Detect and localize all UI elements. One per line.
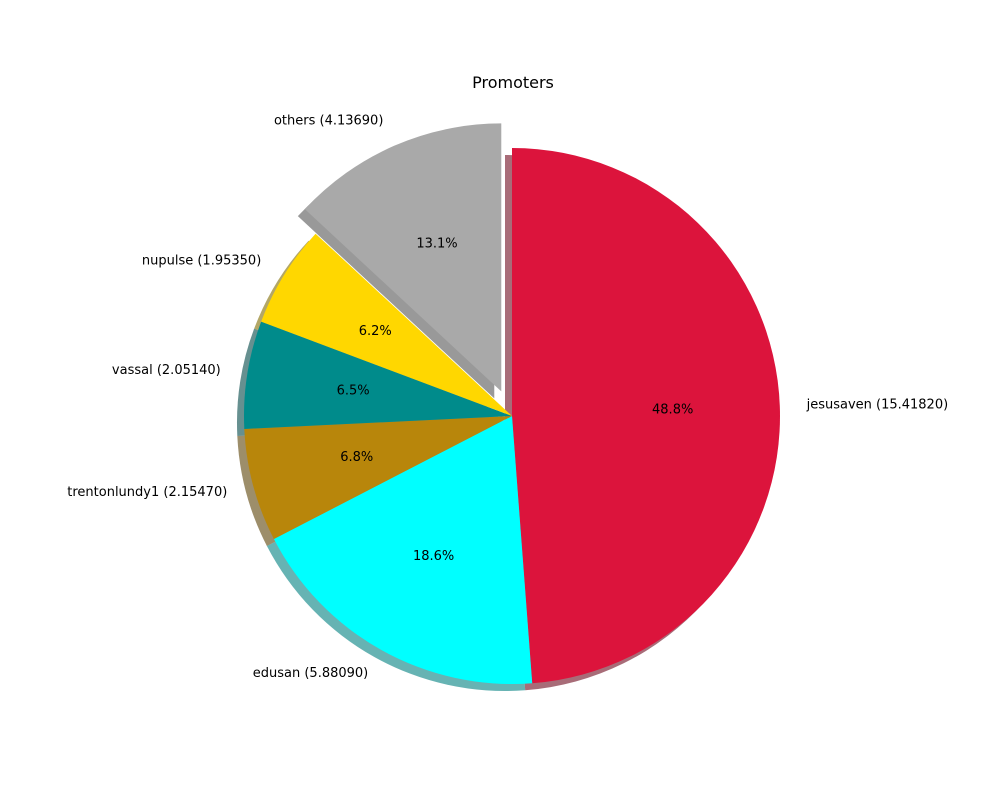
chart-title: Promoters [472,73,554,92]
percent-label-vassal: 6.5% [337,384,370,399]
pie-slices [243,123,780,684]
pie-slice-vassal [243,321,512,429]
slice-label-others: others (4.13690) [274,114,383,129]
slice-label-nupulse: nupulse (1.95350) [142,253,261,268]
percent-label-trentonlundy1: 6.8% [340,450,373,465]
percent-label-nupulse: 6.2% [359,324,392,339]
percent-label-others: 13.1% [416,237,457,252]
pie-slice-others [304,123,502,392]
pie-slice-edusan [273,416,533,684]
pie-slice-trentonlundy1 [244,416,512,539]
pie-slice-jesusaven [512,148,780,684]
percent-label-edusan: 18.6% [413,549,454,564]
percent-label-jesusaven: 48.8% [652,402,693,417]
slice-label-trentonlundy1: trentonlundy1 (2.15470) [67,485,227,500]
slice-label-edusan: edusan (5.88090) [253,666,369,681]
slice-label-jesusaven: jesusaven (15.41820) [806,397,949,412]
slice-label-vassal: vassal (2.05140) [112,363,221,378]
pie-slice-nupulse [261,233,512,416]
slice-labels: jesusaven (15.41820) 48.8% edusan (5.88090… [67,114,948,681]
